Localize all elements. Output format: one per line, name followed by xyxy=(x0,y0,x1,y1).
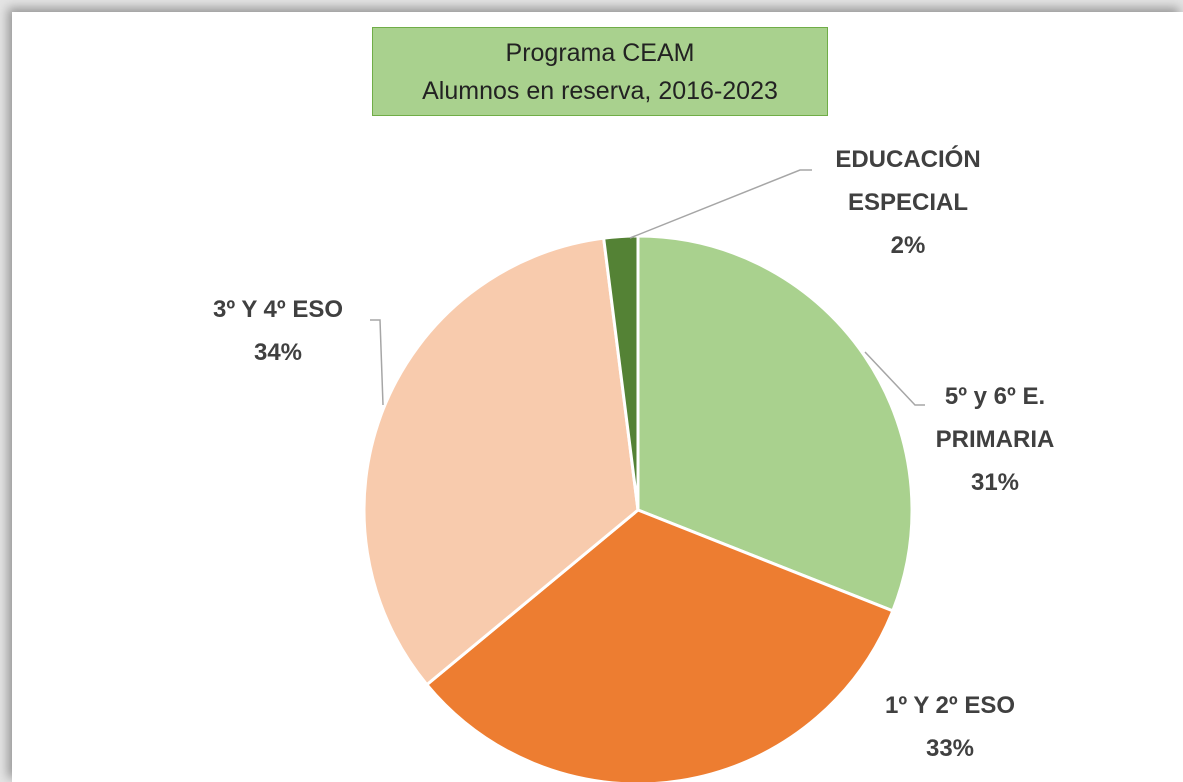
value-label: 33% xyxy=(925,735,975,762)
leader-line xyxy=(864,351,925,406)
leader-line xyxy=(629,169,812,239)
category-label: 5º y 6º E. PRIMARIA xyxy=(935,383,1055,453)
value-label: 2% xyxy=(890,232,926,259)
data-label: EDUCACIÓN ESPECIAL 2% xyxy=(818,138,998,267)
pie-slice xyxy=(424,508,895,782)
data-label: 5º y 6º E. PRIMARIA 31% xyxy=(910,375,1080,504)
data-label: 3º Y 4º ESO 34% xyxy=(148,288,408,374)
value-label: 31% xyxy=(970,469,1020,496)
category-label: EDUCACIÓN ESPECIAL xyxy=(835,146,981,216)
leader-line xyxy=(370,319,384,406)
value-label: 34% xyxy=(253,339,303,366)
chart-title-box: Programa CEAM Alumnos en reserva, 2016-2… xyxy=(372,27,828,116)
pie-slice xyxy=(636,234,914,613)
pie-slice xyxy=(362,236,640,687)
chart-subtitle: Alumnos en reserva, 2016-2023 xyxy=(422,77,778,105)
category-label: 3º Y 4º ESO xyxy=(212,296,344,323)
data-label: 1º Y 2º ESO 33% xyxy=(820,684,1080,770)
category-label: 1º Y 2º ESO xyxy=(884,692,1016,719)
pie-slice xyxy=(601,234,640,511)
chart-title: Programa CEAM xyxy=(505,39,695,67)
